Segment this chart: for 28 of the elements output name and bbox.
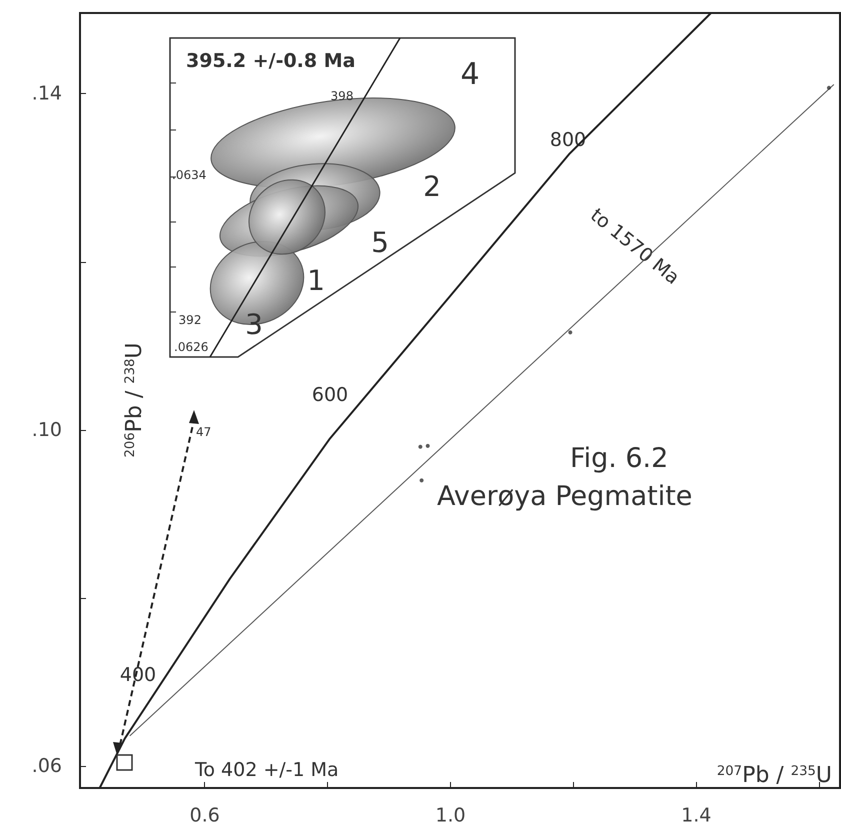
- text: 395.2 +/-0.8 Ma: [186, 50, 356, 72]
- point: [826, 86, 831, 90]
- annotation: 398: [330, 89, 354, 103]
- x-tick-label: 1.4: [681, 804, 712, 825]
- annotation: 400: [120, 664, 156, 686]
- x-tick-label: 1.0: [435, 804, 466, 825]
- annotation: 47: [196, 425, 212, 439]
- y-tick-label: .10: [32, 418, 62, 441]
- annotation: .0634: [172, 168, 206, 182]
- annotation: 5: [371, 226, 389, 259]
- annotation: .0626: [174, 340, 208, 354]
- annotation: 2: [423, 170, 441, 203]
- annotation: 800: [550, 129, 586, 151]
- text: Averøya Pegmatite: [437, 481, 692, 512]
- x-axis-title: $^{207}$Pb / $^{235}$U: [716, 763, 832, 788]
- y-tick-label: .06: [32, 755, 62, 778]
- point: [418, 444, 422, 449]
- annotation: 392: [178, 313, 202, 327]
- point: [420, 478, 424, 482]
- annotation: To 402 +/-1 Ma: [194, 759, 339, 781]
- y-tick-label: .14: [32, 82, 62, 105]
- annotation: 1: [307, 264, 325, 297]
- point: [568, 330, 572, 334]
- text: Fig. 6.2: [570, 443, 668, 474]
- point: [426, 444, 430, 448]
- annotation: 600: [312, 384, 348, 406]
- x-tick-label: 0.6: [190, 804, 220, 825]
- annotation: 4: [460, 57, 480, 92]
